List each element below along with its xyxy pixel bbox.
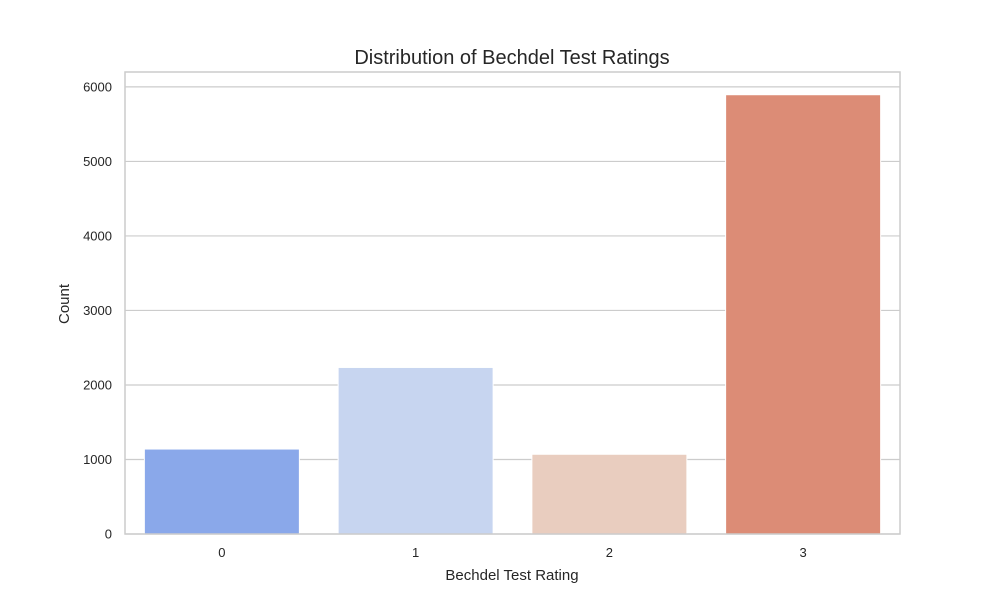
y-tick-label: 1000 [83,452,112,467]
x-tick-label: 2 [606,545,613,560]
bar-rating-0 [143,448,300,535]
x-axis-label: Bechdel Test Rating [445,567,578,584]
bar-rating-1 [337,366,494,535]
y-tick-label: 6000 [83,79,112,94]
plot-frame [124,71,901,535]
x-tick-label: 1 [412,545,419,560]
x-tick-labels: 0 1 2 3 [218,545,806,560]
chart-title: Distribution of Bechdel Test Ratings [354,47,669,69]
y-tick-label: 0 [105,527,112,542]
x-tick-label: 3 [800,545,807,560]
y-tick-label: 5000 [83,154,112,169]
y-tick-label: 3000 [83,303,112,318]
y-axis-label: Count [56,283,73,324]
bars [143,94,882,535]
bar-rating-2 [531,453,688,535]
y-tick-label: 2000 [83,377,112,392]
y-tick-label: 4000 [83,228,112,243]
x-tick-label: 0 [218,545,225,560]
bar-rating-3 [725,94,882,535]
y-tick-labels: 0 1000 2000 3000 4000 5000 6000 [83,79,112,541]
